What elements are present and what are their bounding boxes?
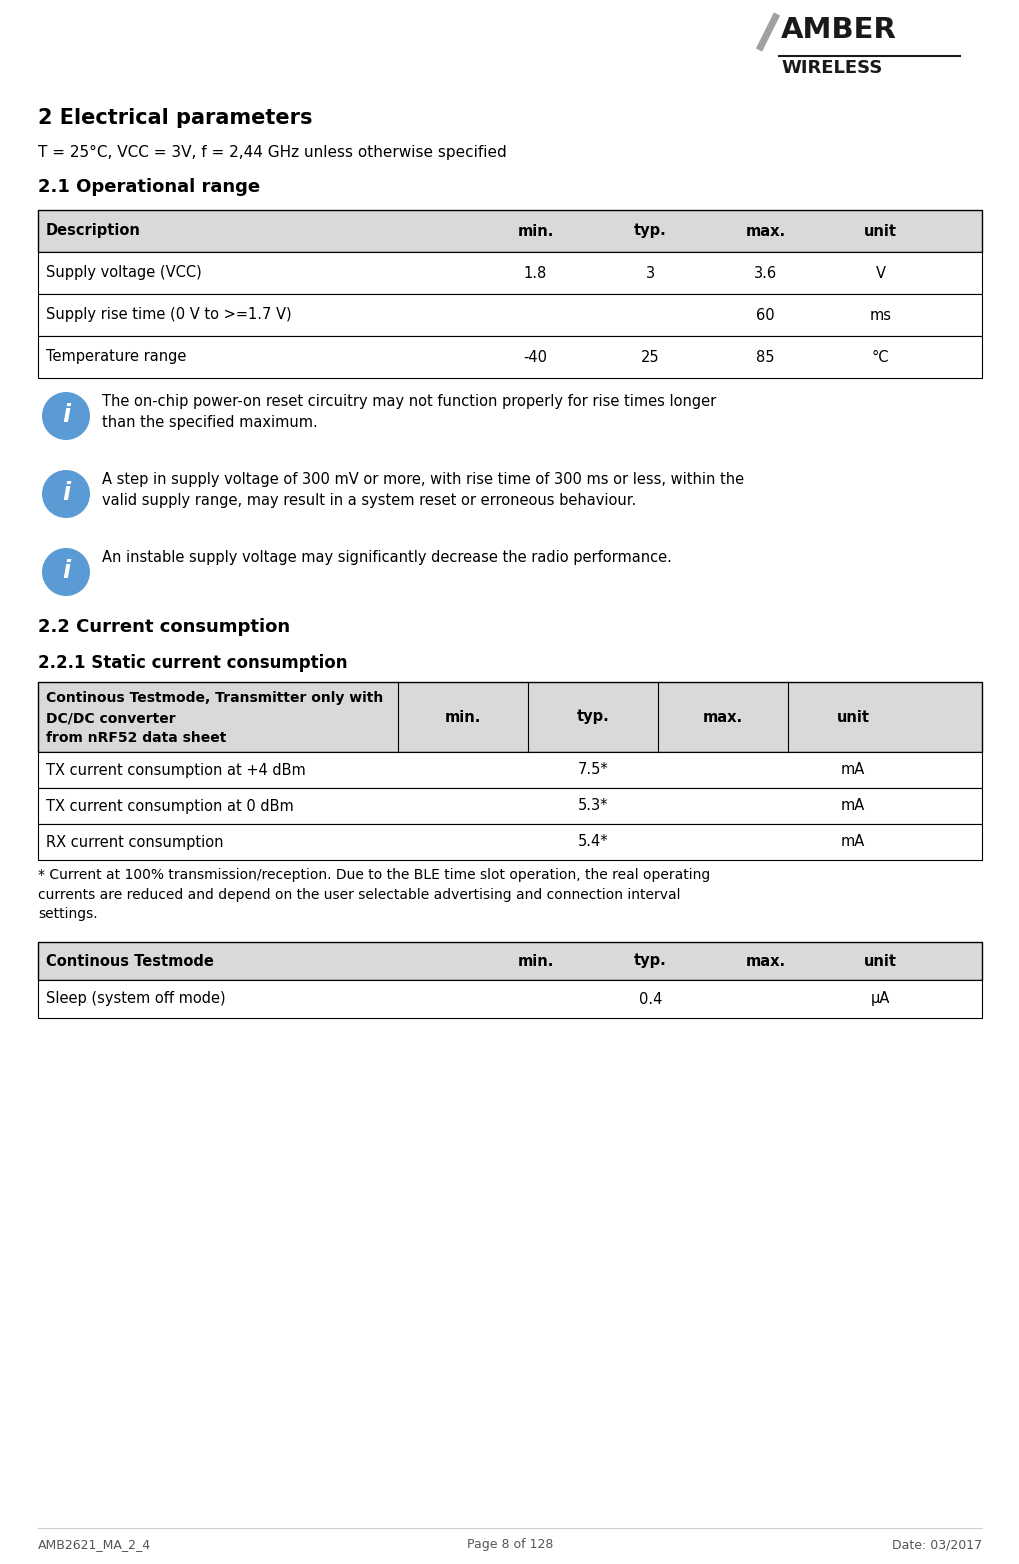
Text: The on-chip power-on reset circuitry may not function properly for rise times lo: The on-chip power-on reset circuitry may… <box>102 394 715 430</box>
Bar <box>38 942 981 981</box>
Text: i: i <box>62 482 70 505</box>
Text: Date: 03/2017: Date: 03/2017 <box>891 1537 981 1551</box>
Bar <box>38 294 981 336</box>
Bar <box>38 252 981 294</box>
Bar <box>38 682 981 752</box>
Text: 5.3*: 5.3* <box>577 799 607 813</box>
Text: Continous Testmode, Transmitter only with: Continous Testmode, Transmitter only wit… <box>46 691 383 705</box>
Text: Supply rise time (0 V to >=1.7 V): Supply rise time (0 V to >=1.7 V) <box>46 308 291 322</box>
Text: V: V <box>874 266 884 280</box>
Text: ms: ms <box>868 308 891 322</box>
Text: WIRELESS: WIRELESS <box>781 59 881 77</box>
Text: -40: -40 <box>523 349 547 364</box>
Circle shape <box>42 471 90 518</box>
Text: 3: 3 <box>645 266 654 280</box>
Bar <box>38 336 981 378</box>
Text: min.: min. <box>517 954 553 968</box>
Text: Page 8 of 128: Page 8 of 128 <box>467 1537 552 1551</box>
Text: unit: unit <box>863 954 896 968</box>
Text: i: i <box>62 404 70 427</box>
Text: AMBER: AMBER <box>781 16 896 44</box>
Text: 25: 25 <box>641 349 659 364</box>
Text: 2 Electrical parameters: 2 Electrical parameters <box>38 108 312 128</box>
Text: 1.8: 1.8 <box>524 266 546 280</box>
Text: min.: min. <box>444 710 481 724</box>
Text: typ.: typ. <box>576 710 608 724</box>
Text: RX current consumption: RX current consumption <box>46 835 223 849</box>
Text: An instable supply voltage may significantly decrease the radio performance.: An instable supply voltage may significa… <box>102 551 672 565</box>
Bar <box>38 788 981 824</box>
Text: mA: mA <box>840 799 864 813</box>
Text: * Current at 100% transmission/reception. Due to the BLE time slot operation, th: * Current at 100% transmission/reception… <box>38 868 709 921</box>
Text: max.: max. <box>702 710 742 724</box>
Text: 3.6: 3.6 <box>753 266 776 280</box>
Bar <box>38 752 981 788</box>
Text: mA: mA <box>840 835 864 849</box>
Text: max.: max. <box>745 224 785 238</box>
Text: unit: unit <box>836 710 868 724</box>
Text: i: i <box>62 558 70 583</box>
Text: Sleep (system off mode): Sleep (system off mode) <box>46 992 225 1007</box>
Text: 5.4*: 5.4* <box>577 835 607 849</box>
Circle shape <box>42 547 90 596</box>
Text: unit: unit <box>863 224 896 238</box>
Text: µA: µA <box>870 992 890 1007</box>
Text: Description: Description <box>46 224 141 238</box>
Text: 0.4: 0.4 <box>638 992 661 1007</box>
Text: 60: 60 <box>755 308 774 322</box>
Text: mA: mA <box>840 763 864 777</box>
Text: 7.5*: 7.5* <box>577 763 607 777</box>
Text: T = 25°C, VCC = 3V, f = 2,44 GHz unless otherwise specified: T = 25°C, VCC = 3V, f = 2,44 GHz unless … <box>38 145 506 160</box>
Text: TX current consumption at 0 dBm: TX current consumption at 0 dBm <box>46 799 293 813</box>
Text: min.: min. <box>517 224 553 238</box>
Bar <box>38 824 981 860</box>
Text: 2.1 Operational range: 2.1 Operational range <box>38 178 260 196</box>
Text: DC/DC converter: DC/DC converter <box>46 712 175 726</box>
Bar <box>38 981 981 1018</box>
Text: 2.2 Current consumption: 2.2 Current consumption <box>38 618 289 637</box>
Text: Supply voltage (VCC): Supply voltage (VCC) <box>46 266 202 280</box>
Text: Temperature range: Temperature range <box>46 349 186 364</box>
Text: AMB2621_MA_2_4: AMB2621_MA_2_4 <box>38 1537 151 1551</box>
Text: max.: max. <box>745 954 785 968</box>
Text: A step in supply voltage of 300 mV or more, with rise time of 300 ms or less, wi: A step in supply voltage of 300 mV or mo… <box>102 472 744 508</box>
Circle shape <box>42 393 90 439</box>
Text: TX current consumption at +4 dBm: TX current consumption at +4 dBm <box>46 763 306 777</box>
Text: from nRF52 data sheet: from nRF52 data sheet <box>46 730 226 744</box>
Text: 85: 85 <box>755 349 774 364</box>
Text: °C: °C <box>871 349 889 364</box>
Text: Continous Testmode: Continous Testmode <box>46 954 214 968</box>
Text: typ.: typ. <box>634 954 666 968</box>
Bar <box>38 210 981 252</box>
Text: typ.: typ. <box>634 224 666 238</box>
Text: 2.2.1 Static current consumption: 2.2.1 Static current consumption <box>38 654 347 673</box>
